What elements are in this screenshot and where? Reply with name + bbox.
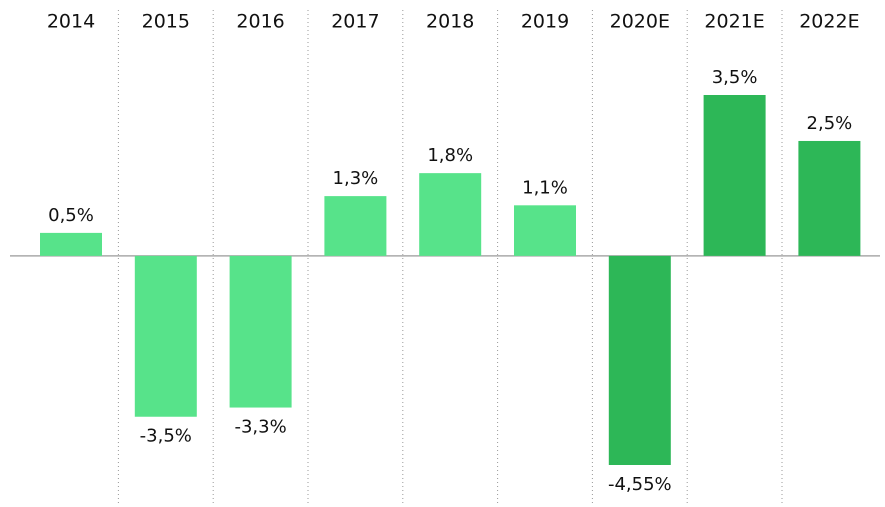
value-label: 1,1% — [522, 177, 568, 198]
category-label: 2016 — [236, 11, 284, 33]
value-label: 3,5% — [712, 67, 758, 88]
category-label: 2022E — [799, 11, 859, 33]
bar — [514, 205, 576, 256]
value-label: 1,3% — [333, 168, 379, 189]
category-label: 2021E — [704, 11, 764, 33]
bar — [703, 95, 766, 256]
bar — [419, 173, 482, 256]
value-label: -3,5% — [140, 426, 192, 447]
category-label: 2014 — [47, 11, 95, 33]
category-label: 2017 — [331, 11, 379, 33]
bar — [134, 255, 197, 417]
value-label: -3,3% — [234, 417, 286, 438]
bar — [798, 140, 861, 256]
value-label: 0,5% — [48, 205, 94, 226]
bar — [229, 255, 292, 408]
category-label: 2018 — [426, 11, 474, 33]
bar — [40, 232, 102, 256]
category-label: 2020E — [610, 11, 670, 33]
category-label: 2015 — [142, 11, 190, 33]
bar — [324, 196, 387, 256]
category-label: 2019 — [521, 11, 569, 33]
bar — [608, 255, 671, 465]
value-label: 1,8% — [427, 145, 473, 166]
value-label: -4,55% — [608, 474, 672, 495]
value-label: 2,5% — [807, 113, 853, 134]
